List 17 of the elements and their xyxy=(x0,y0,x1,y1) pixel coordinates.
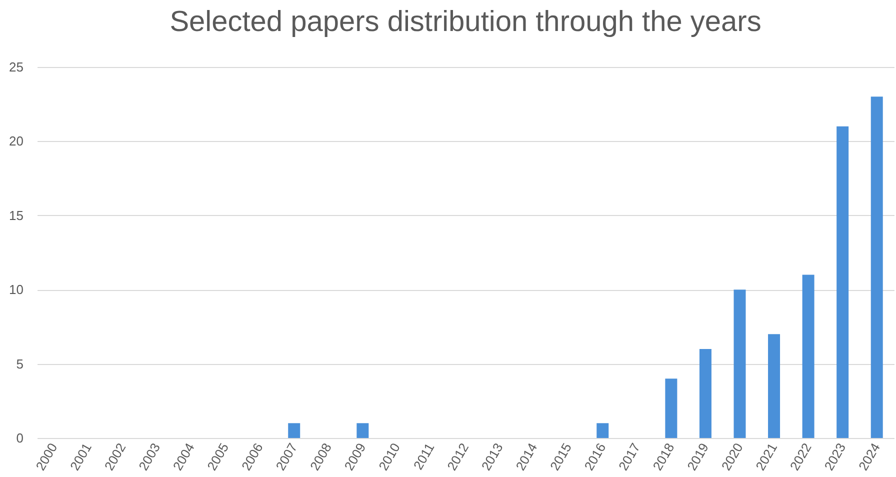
y-tick-label: 15 xyxy=(9,208,24,223)
bar xyxy=(870,96,883,438)
y-tick-label: 5 xyxy=(16,356,24,372)
bar xyxy=(699,348,712,438)
y-tick-label: 10 xyxy=(9,282,24,298)
bar xyxy=(596,423,609,438)
bar xyxy=(734,290,746,438)
bar xyxy=(768,334,780,438)
chart-title: Selected papers distribution through the years xyxy=(170,6,762,38)
bar xyxy=(836,126,849,438)
bar xyxy=(802,274,814,438)
bar xyxy=(356,423,369,438)
y-tick-label: 20 xyxy=(9,134,24,149)
bar xyxy=(288,423,300,438)
bar xyxy=(665,378,678,438)
y-tick-label: 25 xyxy=(9,60,24,74)
y-tick-label: 0 xyxy=(16,430,24,446)
